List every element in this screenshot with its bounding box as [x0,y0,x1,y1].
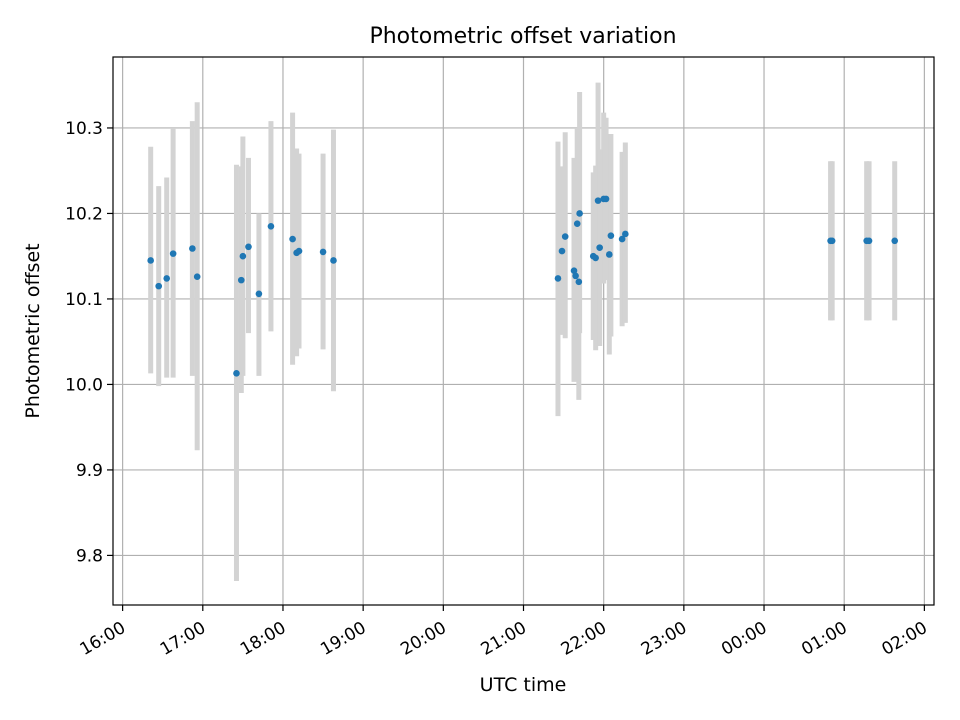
data-point [575,278,583,286]
y-tick-label: 10.2 [65,204,103,224]
data-point [237,276,245,284]
data-point [828,237,836,245]
data-point [255,290,263,298]
y-tick-label: 10.3 [65,119,103,139]
y-axis-label: Photometric offset [22,243,44,418]
data-point [572,272,579,280]
data-point [319,248,327,256]
y-axis-ticks: 9.8 9.9 10.0 10.1 10.2 10.3 [65,119,113,566]
data-point [245,243,252,251]
data-point [570,267,578,275]
data-point [602,195,610,203]
y-tick-label: 10.0 [65,375,103,395]
data-points [147,195,899,377]
data-point [596,244,603,251]
data-point [330,257,337,264]
data-point [576,210,583,217]
data-point [558,247,566,255]
data-point [607,232,615,239]
x-axis-label: UTC time [480,674,567,696]
data-point [147,257,154,264]
data-point [267,222,275,230]
y-tick-label: 10.1 [65,290,103,310]
data-point [594,197,602,204]
data-point [233,370,240,377]
data-point [891,237,899,245]
data-point [189,245,196,252]
data-point [163,275,171,282]
data-point [605,251,613,258]
data-point [592,254,599,262]
grid [113,57,934,605]
data-point [239,252,247,260]
data-point [573,220,581,228]
data-point [618,235,626,243]
y-tick-label: 9.8 [76,546,103,566]
data-point [169,250,177,257]
data-point [554,275,562,282]
data-point [193,273,201,281]
data-point [622,230,629,238]
data-point [289,235,296,243]
data-point [155,282,163,290]
data-point [295,247,303,255]
data-point [561,233,569,240]
y-tick-label: 9.9 [76,461,103,481]
chart-title: Photometric offset variation [369,24,676,49]
data-point [865,237,873,245]
